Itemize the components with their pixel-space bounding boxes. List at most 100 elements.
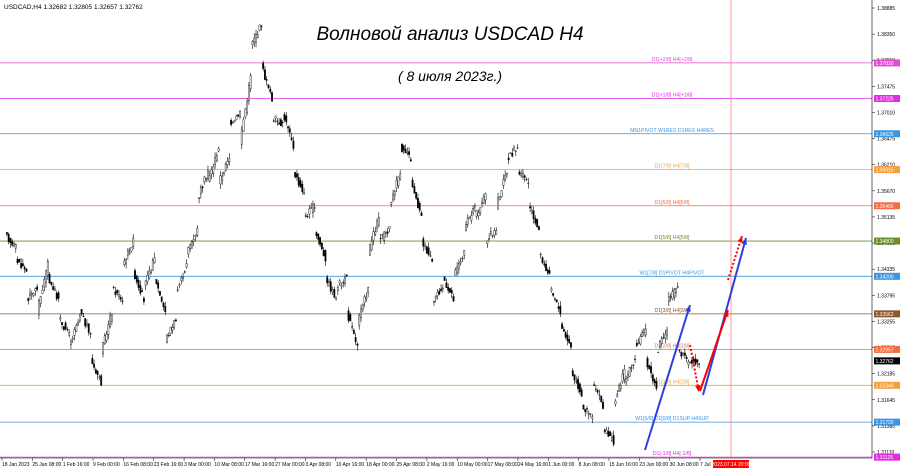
candle-body	[612, 435, 615, 445]
candle-body	[418, 202, 421, 211]
y-tick-label: 1.33795	[877, 293, 895, 299]
candle-body	[683, 352, 686, 356]
candle-body	[262, 62, 265, 69]
level-name: D1[-1/8] H4[-1/8]	[653, 451, 692, 457]
candle-body	[335, 297, 337, 300]
candle-body	[231, 122, 234, 124]
level-price-label: 1.37225	[876, 96, 894, 102]
candle-body	[91, 358, 94, 364]
candle-body	[171, 327, 174, 331]
candle-body	[417, 197, 419, 208]
candle-body	[630, 367, 633, 369]
level-name: D1[5/8] H4[5/8]	[655, 235, 690, 241]
y-tick-label: 1.36210	[877, 163, 895, 169]
candle-body	[449, 288, 451, 293]
candle-body	[493, 230, 496, 236]
candle-body	[310, 207, 313, 209]
candle-body	[194, 235, 197, 237]
candle-body	[280, 119, 282, 127]
candle-body	[595, 388, 597, 390]
candle-body	[328, 280, 330, 283]
candle-body	[102, 342, 104, 355]
candle-body	[45, 270, 47, 283]
candle-body	[497, 197, 499, 210]
candle-body	[132, 237, 135, 247]
level-price-label: 1.33562	[876, 312, 894, 318]
y-tick-label: 1.38350	[877, 32, 895, 38]
candle-body	[175, 319, 177, 322]
candle-body	[609, 431, 612, 436]
candle-body	[473, 205, 476, 208]
level-name: D1[2/8] H4[2/8]	[655, 343, 690, 349]
forecast-arrow-up	[699, 309, 729, 392]
candle-body	[589, 413, 592, 415]
level-price-label: 1.34800	[876, 239, 894, 245]
candle-body	[461, 258, 464, 260]
wave-arrow-2	[702, 237, 747, 396]
candle-body	[486, 240, 489, 244]
candle-body	[176, 289, 179, 291]
candle-body	[271, 92, 273, 102]
candle-body	[669, 296, 672, 298]
candle-body	[141, 290, 144, 292]
candle-body	[191, 241, 193, 249]
candle-body	[456, 266, 458, 274]
current-price-label: 1.32762	[876, 359, 894, 365]
candle-body	[46, 261, 49, 276]
candle-body	[436, 292, 439, 296]
x-tick-label: 2 May 16:00	[427, 462, 455, 468]
candle-body	[530, 210, 533, 214]
candle-body	[554, 298, 556, 300]
wave-arrow-1-head	[685, 305, 691, 312]
candle-body	[634, 358, 636, 360]
candle-body	[468, 216, 471, 219]
candle-body	[13, 243, 15, 247]
candle-body	[525, 179, 528, 181]
candle-body	[71, 337, 74, 340]
candle-body	[564, 332, 567, 338]
candle-body	[153, 257, 156, 263]
candle-body	[546, 269, 549, 274]
candle-body	[603, 429, 606, 432]
candle-body	[459, 261, 462, 264]
candle-body	[504, 175, 507, 180]
candle-body	[557, 306, 560, 309]
candle-body	[292, 140, 295, 149]
candle-body	[344, 277, 346, 284]
candle-body	[294, 172, 297, 178]
candle-body	[644, 328, 647, 336]
candle-body	[203, 176, 206, 183]
candle-body	[73, 329, 76, 336]
candle-body	[628, 367, 631, 377]
candle-body	[470, 215, 473, 221]
x-tick-label: 10 Mar 08:00	[214, 462, 244, 468]
level-price-tag	[874, 130, 900, 138]
x-tick-label: 3 Mar 00:00	[184, 462, 211, 468]
candle-body	[447, 287, 450, 291]
candle-body	[413, 186, 416, 194]
level-name: W1[6/8] D1[0/8] D1SUP H4SUP	[635, 416, 709, 422]
candle-body	[23, 267, 26, 270]
candle-body	[397, 176, 400, 186]
x-tick-label: 8 Jun 08:00	[579, 462, 605, 468]
candle-body	[38, 300, 40, 316]
candle-body	[433, 301, 435, 303]
level-price-label: 1.34200	[876, 274, 894, 280]
candle-body	[221, 175, 224, 181]
candle-body	[207, 170, 209, 179]
candle-body	[77, 322, 79, 325]
candle-body	[185, 263, 188, 268]
x-tick-label: 27 Mar 00:00	[275, 462, 305, 468]
level-name: D1[+2/8] H4[+2/8]	[652, 57, 694, 63]
level-name: D1[+1/8] H4[+1/8]	[652, 92, 694, 98]
level-price-label: 1.35400	[876, 204, 894, 210]
level-price-label: 1.36625	[876, 132, 894, 138]
candle-body	[94, 369, 97, 374]
forecast-arrow-down-head	[695, 385, 701, 392]
candle-body	[287, 126, 289, 129]
candle-body	[351, 326, 354, 328]
candle-body	[360, 308, 362, 318]
x-tick-label: 1 Jun 00:00	[548, 462, 574, 468]
